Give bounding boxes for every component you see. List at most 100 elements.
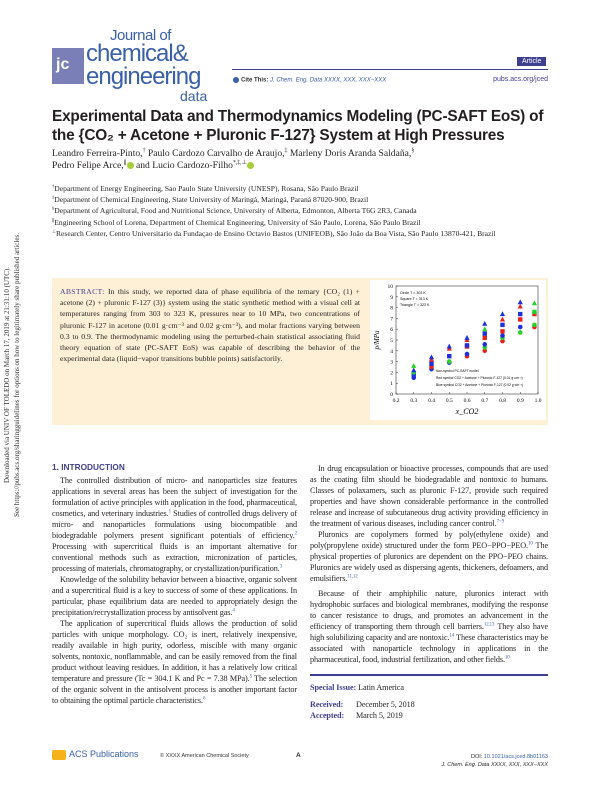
data-point-triangle [531, 300, 538, 306]
data-point-square [500, 322, 505, 328]
article-title: Experimental Data and Thermodynamics Mod… [52, 108, 544, 144]
affiliation: ‡Department of Chemical Engineering, Sta… [52, 194, 369, 205]
x-tick-label: 0.9 [517, 398, 524, 404]
y-tick-label: 7 [390, 316, 393, 322]
left-column: The controlled distribution of micro- an… [52, 475, 297, 706]
citation-ref[interactable]: 10 [504, 655, 510, 661]
data-point-square [447, 354, 452, 359]
y-tick-label: 6 [390, 327, 393, 333]
data-point-circle [517, 330, 523, 335]
author[interactable]: Marleny Doris Aranda Saldaña,§ [289, 147, 415, 159]
orcid-icon[interactable] [246, 162, 254, 170]
y-tick-label: 8 [390, 306, 393, 312]
citation-ref[interactable]: 6 [202, 696, 206, 702]
paragraph: Pluronics are copolymers formed by poly(… [310, 530, 548, 583]
x-tick-label: 0.2 [393, 398, 400, 404]
legend-entry: Blue symbol CO2 + Acetone + Pluronic F-1… [436, 383, 523, 387]
paragraph: In drug encapsulation or bioactive proce… [310, 464, 548, 528]
citation-ref[interactable]: 10 [528, 541, 533, 547]
legend-entry: Square T = 313 K [400, 297, 429, 301]
affiliation: ⊥Research Center, Centro Universitario d… [52, 228, 496, 238]
journal-name: engineering [86, 63, 201, 90]
data-point-triangle [411, 367, 417, 373]
legend-entry: Non-symbol PC-SAFT model [436, 369, 479, 373]
author-list: Leandro Ferreira-Pinto,† Paulo Cardozo C… [52, 148, 552, 172]
y-tick-label: 5 [390, 338, 393, 344]
paragraph: The controlled distribution of micro- an… [52, 476, 297, 573]
y-axis-label: p/MPa [373, 330, 381, 351]
y-tick-label: 1 [390, 381, 393, 387]
x-tick-label: 1.0 [535, 398, 542, 404]
journal-name: Journal of [110, 27, 171, 44]
data-point-triangle [517, 299, 523, 305]
x-tick-label: 0.8 [499, 398, 506, 404]
data-point-square [500, 329, 505, 334]
data-point-circle [482, 345, 488, 350]
affiliations: †Department of Energy Engineering, Sao P… [52, 183, 552, 239]
author[interactable]: Leandro Ferreira-Pinto,† [52, 147, 146, 159]
header-rule [232, 69, 548, 70]
y-tick-label: 2 [390, 370, 393, 376]
y-tick-label: 3 [390, 360, 393, 366]
citation-ref[interactable]: 5 [249, 674, 252, 680]
right-column: In drug encapsulation or bioactive proce… [310, 463, 548, 721]
y-tick-label: 9 [390, 295, 393, 301]
acs-publications-logo[interactable]: ACS Publications [52, 749, 139, 760]
data-point-circle [464, 351, 470, 357]
journal-name: chemical& [86, 40, 189, 67]
citation-ref[interactable]: 14 [449, 633, 455, 639]
data-point-circle [482, 348, 488, 354]
data-point-triangle [517, 303, 523, 309]
check-icon [233, 77, 239, 83]
copyright: © XXXX American Chemical Society [160, 753, 249, 759]
section-heading: 1. INTRODUCTION [52, 462, 125, 472]
data-point-circle [482, 342, 488, 347]
citation-ref[interactable]: 1 [168, 509, 171, 515]
y-tick-label: 4 [390, 349, 393, 355]
data-point-square [518, 311, 523, 317]
legend-entry: Circle T = 303 K [400, 291, 426, 295]
paragraph: Knowledge of the solubility behavior bet… [52, 575, 297, 617]
citation-ref[interactable]: 3 [279, 564, 283, 570]
data-point-square [464, 343, 470, 348]
cite-this[interactable]: Cite This: J. Chem. Eng. Data XXXX, XXX,… [233, 77, 386, 84]
affiliation: ∥Engineering School of Lorena, Departmen… [52, 217, 421, 227]
y-tick-label: 0 [390, 392, 393, 398]
citation-ref[interactable]: 12,13 [483, 622, 495, 628]
divider [310, 674, 548, 676]
journal-logo-mark: jc [52, 48, 84, 84]
affiliation: §Department of Agricultural, Food and Nu… [52, 205, 417, 216]
citation-ref[interactable]: 7−9 [496, 519, 504, 525]
legend-entry: Red symbol CO2 + Acetone + Pluronic F-12… [436, 376, 523, 380]
x-tick-label: 0.4 [428, 398, 435, 404]
data-point-circle [517, 324, 523, 330]
y-tick-label: 10 [388, 284, 394, 290]
page-number: A [296, 752, 301, 759]
author[interactable]: Paulo Cardozo Carvalho de Araujo,‡ [147, 147, 288, 159]
acs-logo-icon [52, 749, 66, 760]
data-point-triangle [411, 363, 417, 368]
abstract-box: ABSTRACT: In this study, we reported dat… [52, 278, 548, 425]
data-point-triangle [499, 316, 506, 322]
citation-ref[interactable]: 2 [294, 531, 297, 537]
data-point-square [532, 309, 537, 315]
author[interactable]: Pedro Felipe Arce,∥ [52, 160, 134, 171]
journal-name: data [180, 88, 208, 104]
journal-site-link[interactable]: pubs.acs.org/jced [493, 76, 548, 83]
abstract-text: ABSTRACT: In this study, we reported dat… [60, 287, 361, 364]
citation-ref[interactable]: 4 [232, 608, 235, 614]
x-tick-label: 0.6 [464, 398, 471, 404]
received-date: Received: December 5, 2018 [310, 699, 415, 709]
citation-ref[interactable]: 11,12 [347, 574, 358, 580]
orcid-icon[interactable] [126, 162, 134, 170]
doi-link[interactable]: 10.1021/acs.jced.8b01163 [483, 754, 548, 760]
data-point-square [482, 331, 487, 336]
cite-link[interactable]: J. Chem. Eng. Data XXXX, XXX, XXX−XXX [270, 77, 387, 84]
data-point-triangle [482, 321, 488, 326]
data-point-triangle [499, 311, 506, 317]
author[interactable]: and Lucio Cardozo-Filho*,‡,⊥ [136, 160, 254, 171]
legend-entry: Triangle T = 323 K [400, 303, 430, 307]
doi-block: DOI: 10.1021/acs.jced.8b01163 J. Chem. En… [441, 754, 548, 768]
data-point-square [518, 317, 523, 322]
data-point-square [482, 335, 487, 341]
